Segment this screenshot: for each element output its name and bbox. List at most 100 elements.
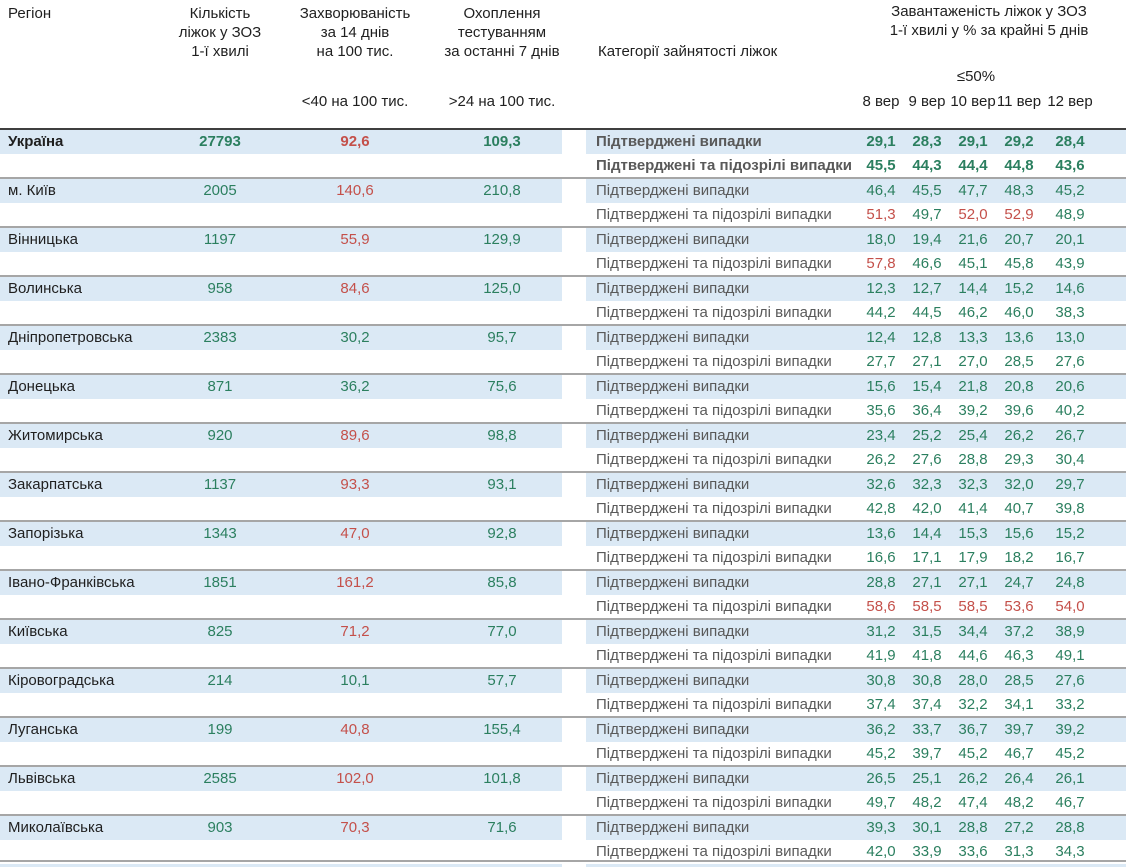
beds-value: 920: [207, 427, 233, 444]
occupancy-value: 28,8: [866, 574, 896, 591]
occupancy-value: 24,8: [1055, 574, 1085, 591]
occupancy-value: 45,1: [958, 254, 988, 272]
occupancy-value: 47,4: [958, 793, 988, 811]
occupancy-value: 32,6: [866, 476, 896, 493]
category-label: Підтверджені випадки: [596, 378, 750, 395]
occupancy-value: 44,2: [866, 303, 896, 321]
occupancy-value: 42,0: [912, 499, 942, 517]
region-name: Київська: [8, 623, 68, 640]
table-row: Підтверджені та підозрілі випадки 44,2 44,…: [0, 301, 1126, 325]
occupancy-value: 15,3: [958, 525, 988, 542]
occupancy-value: 26,7: [1055, 427, 1085, 444]
occupancy-value: 14,4: [958, 280, 988, 297]
row-band: [0, 473, 562, 497]
category-label: Підтверджені та підозрілі випадки: [596, 646, 832, 664]
incidence-value: 36,2: [340, 378, 370, 395]
beds-value: 2383: [203, 329, 237, 346]
occupancy-value: 15,6: [1004, 525, 1034, 542]
occupancy-value: 19,4: [912, 231, 942, 248]
table-row: Підтверджені та підозрілі випадки 58,6 58,…: [0, 595, 1126, 619]
col-header-category: Категорії зайнятості ліжок: [598, 43, 778, 60]
row-band: [0, 669, 562, 693]
occupancy-value: 58,5: [912, 597, 942, 615]
incidence-value: 30,2: [340, 329, 370, 346]
occupancy-value: 52,9: [1004, 205, 1034, 223]
occupancy-value: 13,3: [958, 329, 988, 346]
occupancy-value: 25,4: [958, 427, 988, 444]
occupancy-value: 38,9: [1055, 623, 1085, 640]
occupancy-value: 27,6: [912, 450, 942, 468]
occupancy-value: 45,2: [1055, 182, 1085, 199]
incidence-value: 40,8: [340, 721, 370, 738]
table-row: Івано-Франківська 1851 161,2 85,8 Підтвердже…: [0, 571, 1126, 595]
occupancy-value: 39,7: [912, 744, 942, 762]
testing-value: 125,0: [483, 280, 521, 297]
occupancy-value: 12,8: [912, 329, 942, 346]
testing-value: 92,8: [487, 525, 517, 542]
row-band: [586, 424, 1126, 448]
category-label: Підтверджені та підозрілі випадки: [596, 499, 832, 517]
occupancy-value: 34,1: [1004, 695, 1034, 713]
row-band: [0, 130, 562, 154]
row-band: [0, 522, 562, 546]
occupancy-value: 25,1: [912, 770, 942, 787]
region-name: Дніпропетровська: [8, 329, 133, 346]
occupancy-value: 28,8: [1055, 819, 1085, 836]
table-row: Підтверджені та підозрілі випадки 42,8 42,…: [0, 497, 1126, 521]
region-group: Луганська 199 40,8 155,4 Підтверджені випадк…: [0, 716, 1126, 765]
region-name: Запорізька: [8, 525, 84, 542]
table-row: Дніпропетровська 2383 30,2 95,7 Підтверджені…: [0, 326, 1126, 350]
table-body: Україна 27793 92,6 109,3 Підтверджені випадк…: [0, 128, 1126, 863]
row-band: [586, 620, 1126, 644]
category-label: Підтверджені та підозрілі випадки: [596, 156, 852, 174]
occupancy-value: 45,5: [912, 182, 942, 199]
occupancy-value: 39,8: [1055, 499, 1085, 517]
row-band: [586, 767, 1126, 791]
row-band: [0, 326, 562, 350]
occupancy-value: 37,2: [1004, 623, 1034, 640]
occupancy-value: 15,2: [1055, 525, 1085, 542]
occupancy-value: 16,7: [1055, 548, 1085, 566]
table-row: Підтверджені та підозрілі випадки 45,5 44,…: [0, 154, 1126, 178]
occupancy-value: 33,9: [912, 842, 942, 860]
occupancy-value: 20,1: [1055, 231, 1085, 248]
region-name: Закарпатська: [8, 476, 103, 493]
occupancy-value: 18,2: [1004, 548, 1034, 566]
occupancy-value: 27,1: [912, 352, 942, 370]
occupancy-value: 30,8: [912, 672, 942, 689]
occupancy-value: 38,3: [1055, 303, 1085, 321]
incidence-value: 84,6: [340, 280, 370, 297]
region-group: Вінницька 1197 55,9 129,9 Підтверджені випад…: [0, 226, 1126, 275]
table-row: Донецька 871 36,2 75,6 Підтверджені випадки 1…: [0, 375, 1126, 399]
date-header-4: 11 вер: [996, 93, 1042, 110]
occupancy-value: 47,7: [958, 182, 988, 199]
testing-value: 101,8: [483, 770, 521, 787]
testing-value: 93,1: [487, 476, 517, 493]
occupancy-value: 28,8: [958, 819, 988, 836]
category-label: Підтверджені випадки: [596, 476, 750, 493]
region-name: Житомирська: [8, 427, 103, 444]
occupancy-value: 28,5: [1004, 672, 1034, 689]
occupancy-value: 41,9: [866, 646, 896, 664]
occupancy-value: 44,5: [912, 303, 942, 321]
row-band: [0, 767, 562, 791]
occupancy-value: 45,2: [866, 744, 896, 762]
occupancy-value: 42,0: [866, 842, 896, 860]
row-band: [0, 179, 562, 203]
incidence-value: 47,0: [340, 525, 370, 542]
testing-value: 155,4: [483, 721, 521, 738]
date-header-5: 12 вер: [1047, 93, 1093, 110]
region-group: Донецька 871 36,2 75,6 Підтверджені випадки 1…: [0, 373, 1126, 422]
beds-value: 1343: [203, 525, 237, 542]
occupancy-value: 32,3: [912, 476, 942, 493]
occupancy-value: 21,6: [958, 231, 988, 248]
row-band: [0, 375, 562, 399]
occupancy-value: 33,6: [958, 842, 988, 860]
occupancy-value: 40,2: [1055, 401, 1085, 419]
occupancy-value: 26,2: [1004, 427, 1034, 444]
occupancy-value: 31,5: [912, 623, 942, 640]
testing-value: 210,8: [483, 182, 521, 199]
beds-value: 199: [207, 721, 233, 738]
occupancy-value: 30,8: [866, 672, 896, 689]
row-band: [0, 864, 562, 867]
